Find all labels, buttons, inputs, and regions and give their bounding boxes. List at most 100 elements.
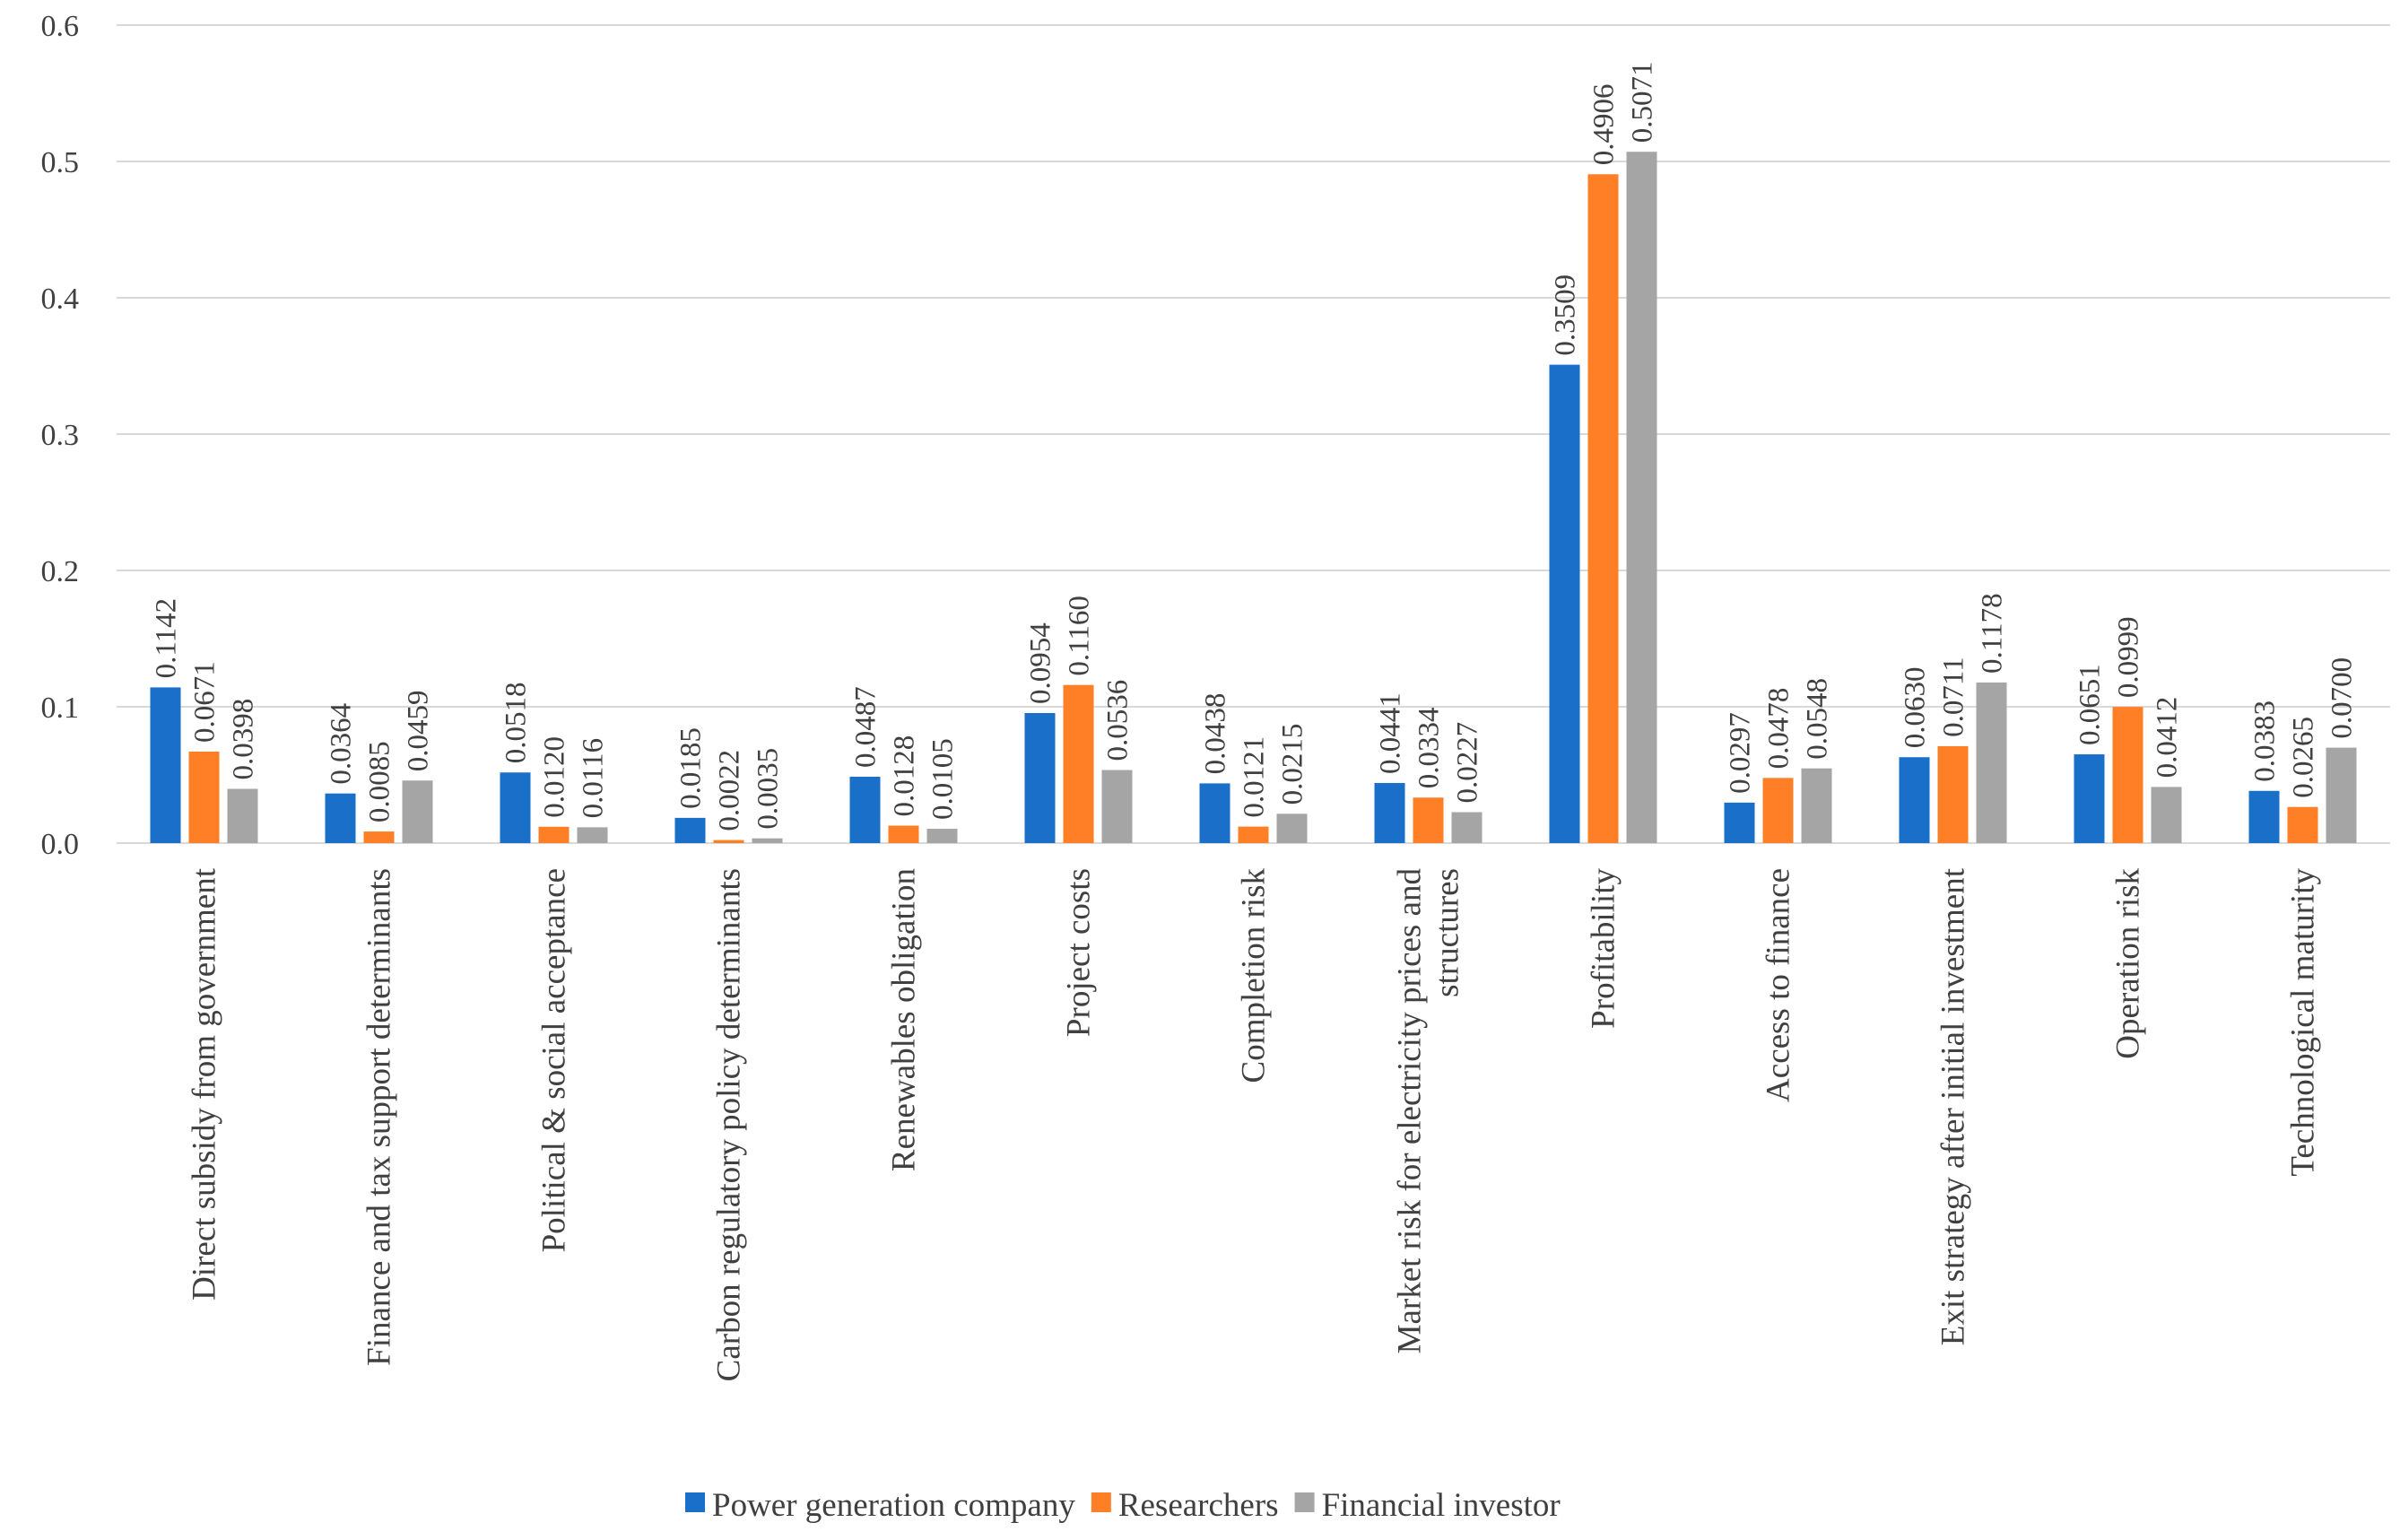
x-category-label: Project costs [1061,868,1098,1037]
data-label: 0.1160 [1064,596,1096,676]
bar-8-financial-investor [1451,812,1483,843]
bar-12-financial-investor [2151,787,2182,843]
y-tick-label: 0.3 [41,419,80,452]
data-label: 0.0383 [2249,700,2282,782]
x-category-label: Technological maturity [2285,868,2322,1177]
bar-11-power-generation-company [1899,757,1930,843]
legend-swatch [685,1492,705,1512]
bar-5-power-generation-company [849,776,881,843]
data-label: 0.0334 [1413,707,1446,788]
x-category-label: Renewables obligation [886,868,923,1171]
data-label: 0.0185 [675,727,708,809]
y-tick-label: 0.0 [41,828,80,861]
bar-9-power-generation-company [1549,364,1580,844]
x-category-label: structures [1430,868,1466,997]
legend-label: Financial investor [1322,1487,1561,1524]
bar-12-researchers [2112,707,2143,843]
legend: Power generation company Researchers Finan… [685,1487,1561,1524]
x-axis-labels: Direct subsidy from government Finance an… [187,867,2322,1381]
data-label: 0.0297 [1725,712,1757,794]
data-label: 0.0478 [1763,688,1796,770]
data-label: 0.0438 [1200,693,1232,775]
data-labels: 0.1142 0.0364 0.0518 0.0185 0.0487 0.0954 0.04… [151,61,2359,831]
data-label: 0.3509 [1550,274,1582,356]
x-category-label: Direct subsidy from government [187,867,223,1301]
data-label: 0.0121 [1239,736,1271,818]
data-label: 0.0518 [500,683,533,764]
data-label: 0.1142 [151,598,183,679]
x-category-label: Exit strategy after initial investment [1935,867,1972,1345]
bar-2-power-generation-company [325,793,356,843]
bar-2-financial-investor [402,780,433,843]
y-tick-label: 0.2 [41,555,80,588]
data-label: 0.0459 [403,690,435,771]
bar-1-researchers [188,752,220,843]
bar-4-financial-investor [752,838,783,843]
legend-swatch [1091,1492,1111,1512]
bar-1-financial-investor [227,788,258,843]
bar-10-power-generation-company [1724,802,1755,843]
data-label: 0.0999 [2113,616,2145,698]
x-category-label: Market risk for electricity prices and [1392,868,1429,1354]
x-category-label: Profitability [1586,868,1622,1029]
data-label: 0.0398 [228,699,260,780]
bar-4-power-generation-company [674,817,706,843]
data-label: 0.0022 [714,750,746,831]
data-label: 0.0120 [539,736,571,818]
bar-13-power-generation-company [2248,790,2280,843]
bar-1-power-generation-company [150,687,181,843]
y-tick-label: 0.5 [41,146,80,179]
data-label: 0.0227 [1452,722,1484,804]
legend-label: Researchers [1118,1487,1279,1524]
bar-4-researchers [713,840,744,843]
bar-13-financial-investor [2326,747,2357,843]
data-label: 0.0085 [364,741,396,822]
bar-6-researchers [1063,684,1094,843]
gridlines [117,24,2390,844]
bar-11-researchers [1937,745,1969,843]
bar-6-power-generation-company [1024,712,1056,843]
bar-13-researchers [2287,806,2318,843]
bar-6-financial-investor [1101,770,1133,843]
x-category-label: Access to finance [1761,868,1797,1102]
x-category-label: Carbon regulatory policy determinants [711,868,748,1381]
data-label: 0.0536 [1102,680,1135,761]
x-category-label: Finance and tax support determinants [361,868,398,1366]
bar-5-financial-investor [926,829,958,843]
data-label: 0.0711 [1938,657,1970,737]
bar-8-researchers [1413,797,1444,843]
bar-5-researchers [888,825,919,843]
bar-9-financial-investor [1626,152,1657,843]
y-tick-label: 0.4 [41,283,80,316]
data-label: 0.0954 [1025,622,1057,704]
data-label: 0.0116 [578,738,610,819]
y-tick-label: 0.6 [41,10,80,43]
data-label: 0.0215 [1277,724,1309,805]
data-label: 0.0364 [326,703,358,785]
y-axis-ticks: 0.0 0.1 0.2 0.3 0.4 0.5 0.6 [41,10,80,861]
bar-7-researchers [1238,826,1269,843]
legend-swatch [1294,1492,1315,1512]
bar-8-power-generation-company [1374,782,1405,843]
data-label: 0.0441 [1375,692,1407,774]
bars [150,152,2357,844]
data-label: 0.4906 [1588,84,1621,166]
bar-7-power-generation-company [1199,783,1230,843]
bar-12-power-generation-company [2074,754,2105,843]
data-label: 0.5071 [1627,61,1659,143]
data-label: 0.0671 [189,661,222,743]
data-label: 0.0651 [2074,664,2107,745]
data-label: 0.0548 [1802,678,1834,760]
bar-11-financial-investor [1976,682,2007,843]
y-tick-label: 0.1 [41,692,80,725]
x-category-label: Political & social acceptance [536,868,573,1252]
legend-label: Power generation company [712,1487,1075,1524]
data-label: 0.0412 [2152,697,2184,779]
bar-3-financial-investor [577,827,608,843]
data-label: 0.0487 [850,686,883,768]
bar-3-researchers [538,826,570,843]
x-category-label: Completion risk [1236,868,1273,1083]
data-label: 0.0035 [752,748,785,830]
data-label: 0.0265 [2288,717,2320,798]
